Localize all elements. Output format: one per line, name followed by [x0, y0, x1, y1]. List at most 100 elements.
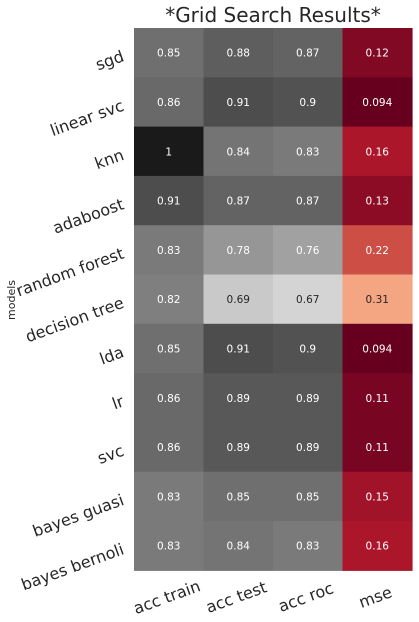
- cell-value-label: 0.67: [296, 294, 319, 306]
- heatmap-cell-adaboost-acc-roc: [273, 175, 344, 226]
- cell-value-label: 0.89: [296, 442, 319, 454]
- heatmap-cell-random-forest-acc-test: [203, 225, 274, 276]
- cell-value-label: 0.83: [296, 146, 319, 158]
- heatmap-cell-lda-acc-roc: [273, 323, 344, 374]
- heatmap-cell-adaboost-acc-train: [134, 175, 205, 226]
- x-tick-labels: acc train acc test acc roc mse: [131, 576, 395, 618]
- cell-value-label: 0.87: [227, 196, 250, 208]
- heatmap-cell-bayes-bernoli-acc-test: [203, 521, 274, 571]
- y-tick-label-random-forest: random forest: [13, 244, 126, 301]
- heatmap-cell-linear-svc-acc-roc: [273, 77, 344, 128]
- y-tick-label-knn: knn: [92, 145, 126, 173]
- heatmap-cell-svc-mse: [342, 422, 413, 473]
- heatmap-cell-sgd-mse: [342, 28, 413, 78]
- y-tick-label-lda: lda: [97, 342, 126, 368]
- cell-value-label: 0.13: [366, 196, 389, 208]
- cell-value-label: 0.83: [296, 541, 319, 553]
- cell-value-label: 0.12: [366, 48, 389, 60]
- heatmap-cell-knn-mse: [342, 126, 413, 177]
- y-tick-label-lr: lr: [110, 392, 127, 414]
- heatmap-cell-bayes-guasi-mse: [342, 471, 413, 522]
- y-tick-label-adaboost: adaboost: [50, 194, 126, 237]
- cell-value-label: 0.83: [157, 491, 180, 503]
- heatmap-cell-sgd-acc-roc: [273, 28, 344, 78]
- heatmap-cell-adaboost-acc-test: [203, 175, 274, 226]
- y-tick-label-decision-tree: decision tree: [23, 293, 127, 346]
- cell-value-label: 0.85: [157, 343, 180, 355]
- heatmap-cell-svc-acc-train: [134, 422, 205, 473]
- cell-value-label: 0.88: [227, 48, 250, 60]
- cell-value-label: 0.11: [366, 393, 389, 405]
- cell-value-label: 0.91: [227, 343, 250, 355]
- heatmap-cell-knn-acc-roc: [273, 126, 344, 177]
- heatmap-cell-knn-acc-test: [203, 126, 274, 177]
- heatmap-cell-lr-acc-test: [203, 373, 274, 423]
- cell-value-label: 1: [165, 146, 172, 158]
- cell-value-label: 0.84: [227, 146, 251, 158]
- heatmap-cell-adaboost-mse: [342, 175, 413, 226]
- cell-value-label: 0.89: [296, 393, 319, 405]
- cell-value-label: 0.83: [157, 245, 180, 257]
- y-tick-label-svc: svc: [95, 441, 127, 468]
- cell-value-label: 0.16: [366, 541, 390, 553]
- heatmap-cell-linear-svc-mse: [342, 77, 413, 128]
- cell-value-label: 0.9: [299, 97, 316, 109]
- cell-value-label: 0.91: [157, 196, 180, 208]
- chart-title: *Grid Search Results*: [165, 3, 381, 27]
- cell-value-label: 0.85: [296, 491, 319, 503]
- x-tick-label-mse: mse: [356, 582, 394, 611]
- cell-value-label: 0.22: [366, 245, 389, 257]
- cell-value-label: 0.094: [362, 343, 392, 355]
- heatmap-cell-decision-tree-acc-test: [203, 274, 274, 325]
- cell-value-label: 0.15: [366, 491, 389, 503]
- heatmap-cell-lda-mse: [342, 323, 413, 374]
- cell-value-label: 0.85: [157, 48, 180, 60]
- heatmap-cell-bayes-guasi-acc-roc: [273, 471, 344, 522]
- cell-value-label: 0.85: [227, 491, 250, 503]
- cell-value-label: 0.094: [362, 97, 392, 109]
- cell-value-label: 0.86: [157, 442, 181, 454]
- heatmap-cell-random-forest-acc-roc: [273, 225, 344, 276]
- heatmap-cell-lr-acc-train: [134, 373, 205, 423]
- y-tick-labels: sgd linear svc knn adaboost random forestdec…: [13, 47, 126, 595]
- heatmap-cell-bayes-guasi-acc-test: [203, 471, 274, 522]
- y-tick-label-sgd: sgd: [93, 47, 126, 75]
- y-tick-label-linear-svc: linear svc: [48, 96, 127, 140]
- heatmap-cell-lr-mse: [342, 373, 413, 423]
- cell-value-label: 0.87: [296, 48, 319, 60]
- x-tick-label-acc-roc: acc roc: [276, 578, 336, 615]
- cell-value-label: 0.31: [366, 294, 389, 306]
- heatmap-cell-random-forest-mse: [342, 225, 413, 276]
- heatmap-cells: 0.85 0.88 0.87 0.12 0.86 0.91 0.9 0.094 1 0.84 0.8…: [134, 28, 413, 571]
- heatmap-cell-linear-svc-acc-test: [203, 77, 274, 128]
- cell-value-label: 0.76: [296, 245, 320, 257]
- cell-value-label: 0.11: [366, 442, 389, 454]
- cell-value-label: 0.9: [299, 343, 316, 355]
- heatmap-cell-sgd-acc-test: [203, 28, 274, 78]
- heatmap-cell-bayes-bernoli-acc-train: [134, 521, 205, 571]
- heatmap-cell-bayes-bernoli-mse: [342, 521, 413, 571]
- x-tick-label-acc-train: acc train: [131, 576, 203, 618]
- cell-value-label: 0.91: [227, 97, 250, 109]
- cell-value-label: 0.86: [157, 393, 181, 405]
- y-tick-label-bayes-guasi: bayes guasi: [30, 490, 126, 541]
- heatmap-cell-svc-acc-test: [203, 422, 274, 473]
- heatmap-cell-decision-tree-mse: [342, 274, 413, 325]
- heatmap-cell-knn-acc-train: [134, 126, 205, 177]
- x-tick-label-acc-test: acc test: [203, 577, 269, 616]
- heatmap-cell-bayes-bernoli-acc-roc: [273, 521, 344, 571]
- heatmap-cell-decision-tree-acc-train: [134, 274, 205, 325]
- cell-value-label: 0.89: [227, 442, 250, 454]
- heatmap-cell-lda-acc-test: [203, 323, 274, 374]
- cell-value-label: 0.89: [227, 393, 250, 405]
- heatmap-cell-svc-acc-roc: [273, 422, 344, 473]
- heatmap-cell-decision-tree-acc-roc: [273, 274, 344, 325]
- cell-value-label: 0.82: [157, 294, 180, 306]
- heatmap-cell-bayes-guasi-acc-train: [134, 471, 205, 522]
- cell-value-label: 0.83: [157, 541, 180, 553]
- heatmap-cell-lda-acc-train: [134, 323, 205, 374]
- heatmap-cell-random-forest-acc-train: [134, 225, 205, 276]
- heatmap-cell-linear-svc-acc-train: [134, 77, 205, 128]
- cell-value-label: 0.16: [366, 146, 390, 158]
